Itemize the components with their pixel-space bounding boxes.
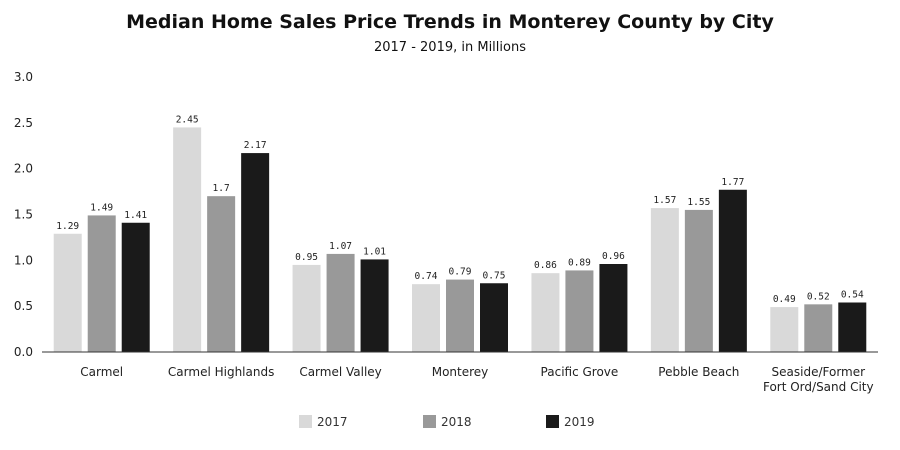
bar-2019 bbox=[121, 222, 150, 352]
y-tick-label: 3.0 bbox=[14, 70, 33, 84]
bar-2017 bbox=[173, 127, 202, 353]
data-label: 1.41 bbox=[124, 210, 147, 221]
legend-swatch-2018 bbox=[423, 415, 436, 428]
bar-2018 bbox=[565, 270, 594, 352]
category-label: Pebble Beach bbox=[658, 365, 739, 379]
data-label: 1.7 bbox=[213, 183, 230, 194]
category-label: Seaside/Former bbox=[772, 365, 866, 379]
data-label: 0.79 bbox=[449, 267, 472, 278]
data-label: 0.86 bbox=[534, 260, 557, 271]
bars: 1.29 1.49 1.41 2.45 1.7 2.17 0.95 1.07 1.01 0.74 0… bbox=[53, 114, 867, 353]
data-label: 0.49 bbox=[773, 294, 796, 305]
data-label: 0.54 bbox=[841, 290, 864, 301]
bar-2017 bbox=[412, 284, 440, 352]
bar-2017 bbox=[650, 208, 679, 352]
y-tick-label: 2.0 bbox=[14, 162, 33, 176]
data-label: 0.52 bbox=[807, 291, 830, 302]
bar-2017 bbox=[770, 307, 799, 352]
data-label: 2.45 bbox=[176, 114, 199, 125]
bar-2018 bbox=[326, 253, 355, 352]
data-label: 0.75 bbox=[483, 270, 506, 281]
data-label: 1.77 bbox=[721, 177, 744, 188]
x-axis: Carmel Carmel Highlands Carmel Valley Monte… bbox=[80, 365, 873, 394]
y-tick-label: 1.5 bbox=[14, 208, 33, 222]
data-label: 1.07 bbox=[329, 241, 352, 252]
bar-2019 bbox=[360, 259, 389, 352]
category-label: Monterey bbox=[432, 365, 489, 379]
category-label: Carmel Valley bbox=[299, 365, 381, 379]
y-axis: 0.0 0.5 1.0 1.5 2.0 2.5 3.0 bbox=[14, 70, 33, 359]
category-label: Pacific Grove bbox=[541, 365, 619, 379]
bar-2018 bbox=[87, 215, 116, 352]
legend-label: 2018 bbox=[441, 415, 472, 429]
data-label: 1.55 bbox=[687, 197, 710, 208]
bar-2019 bbox=[838, 302, 867, 352]
legend-swatch-2017 bbox=[299, 415, 312, 428]
chart-title: Median Home Sales Price Trends in Monter… bbox=[126, 11, 774, 33]
bar-2017 bbox=[53, 233, 82, 352]
bar-2018 bbox=[446, 279, 474, 352]
bar-2019 bbox=[480, 283, 508, 352]
category-label: Carmel Highlands bbox=[168, 365, 274, 379]
data-label: 1.01 bbox=[363, 246, 386, 257]
bar-2018 bbox=[804, 304, 833, 352]
data-label: 1.29 bbox=[56, 221, 79, 232]
y-tick-label: 1.0 bbox=[14, 253, 33, 267]
y-tick-label: 0.5 bbox=[14, 299, 33, 313]
legend: 2017 2018 2019 bbox=[299, 415, 595, 429]
bar-2019 bbox=[718, 189, 747, 352]
data-label: 0.89 bbox=[568, 257, 591, 268]
data-label: 2.17 bbox=[244, 140, 267, 151]
bar-2017 bbox=[531, 273, 560, 352]
legend-label: 2017 bbox=[317, 415, 348, 429]
bar-2018 bbox=[207, 196, 236, 352]
data-label: 0.95 bbox=[295, 252, 318, 263]
chart-subtitle: 2017 - 2019, in Millions bbox=[374, 40, 526, 55]
bar-2019 bbox=[241, 153, 270, 352]
bar-2018 bbox=[684, 209, 713, 352]
category-label: Carmel bbox=[80, 365, 123, 379]
legend-label: 2019 bbox=[564, 415, 595, 429]
bar-2017 bbox=[292, 264, 321, 352]
data-label: 1.57 bbox=[653, 195, 676, 206]
data-label: 0.74 bbox=[415, 271, 438, 282]
legend-swatch-2019 bbox=[546, 415, 559, 428]
category-label: Fort Ord/Sand City bbox=[763, 380, 874, 394]
y-tick-label: 0.0 bbox=[14, 345, 33, 359]
y-tick-label: 2.5 bbox=[14, 116, 33, 130]
data-label: 1.49 bbox=[90, 202, 113, 213]
bar-2019 bbox=[599, 264, 628, 352]
data-label: 0.96 bbox=[602, 251, 625, 262]
